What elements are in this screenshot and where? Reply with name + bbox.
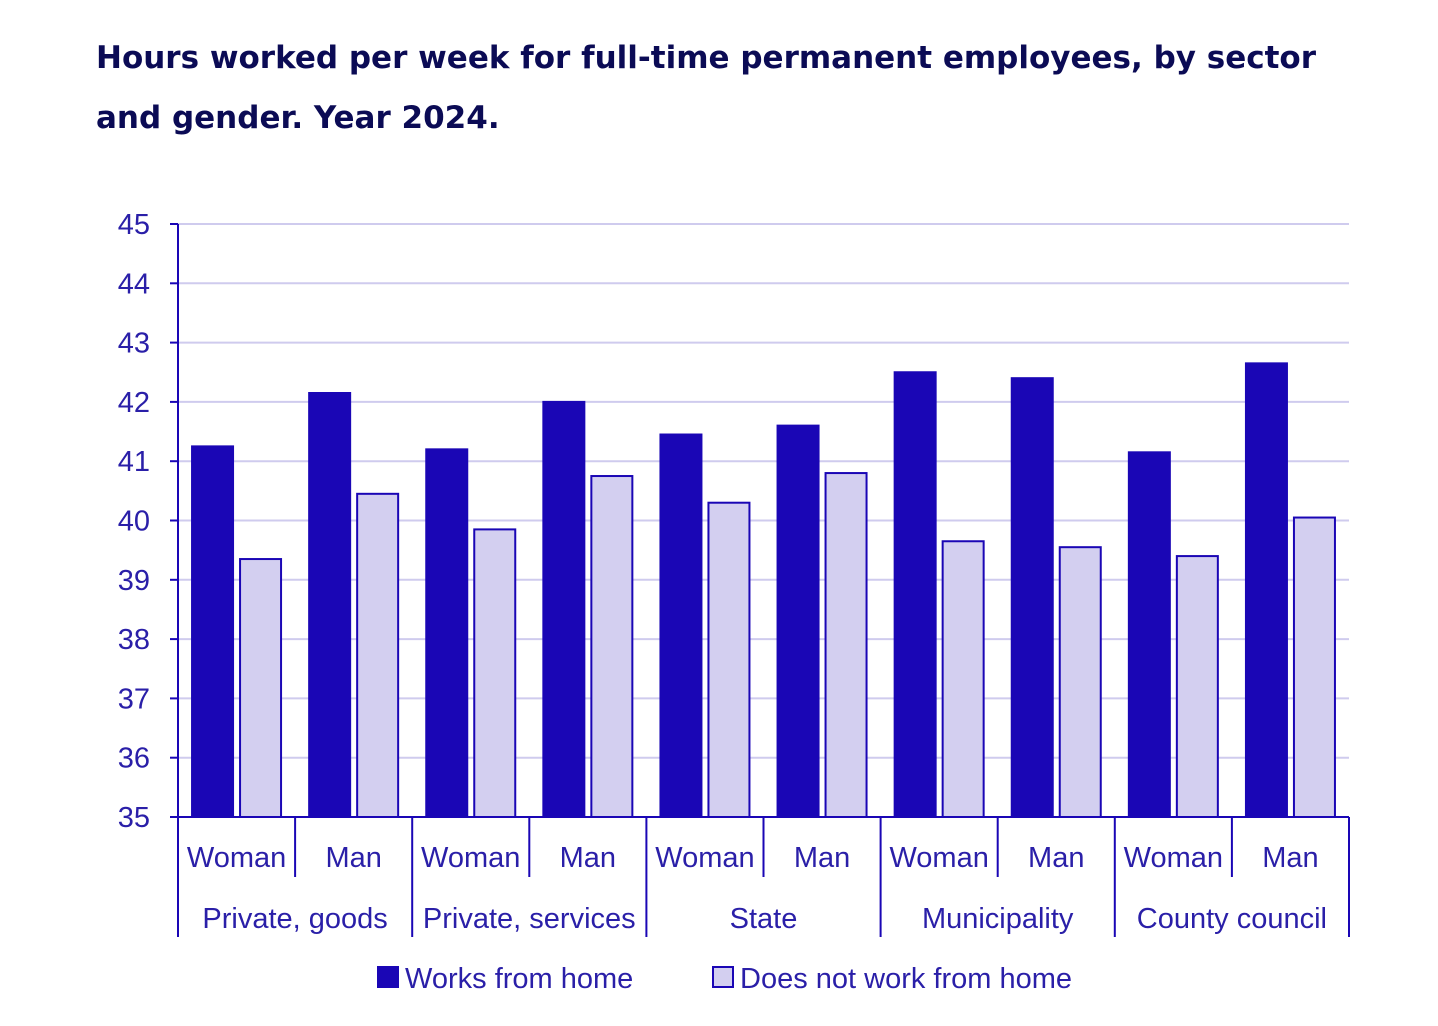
x-subcategory-label: Woman <box>655 842 754 874</box>
y-tick-label: 38 <box>118 624 150 656</box>
gridlines <box>178 223 1349 759</box>
bar-does-not-work-from-home <box>239 558 283 818</box>
x-subcategory-label: Woman <box>421 842 520 874</box>
bar-works-from-home <box>425 448 469 818</box>
legend: Works from home Does not work from home <box>377 963 1072 995</box>
legend-swatch <box>712 966 734 988</box>
x-group-label: Private, services <box>423 903 636 935</box>
y-tick-label: 35 <box>118 802 150 834</box>
y-tick-label: 45 <box>118 209 150 241</box>
y-tick-label: 36 <box>118 743 150 775</box>
axes <box>170 223 1350 937</box>
x-subcategory-label: Man <box>1262 842 1318 874</box>
chart-title: Hours worked per week for full-time perm… <box>96 40 1317 136</box>
x-subcategory-label: Man <box>560 842 616 874</box>
legend-label: Works from home <box>405 963 633 995</box>
x-subcategory-label: Man <box>1028 842 1084 874</box>
bar-does-not-work-from-home <box>590 475 634 818</box>
bar-does-not-work-from-home <box>1058 546 1102 818</box>
bar-works-from-home <box>659 433 703 818</box>
legend-label: Does not work from home <box>740 963 1072 995</box>
bar-works-from-home <box>542 400 586 818</box>
x-subcategory-label: Woman <box>1124 842 1223 874</box>
legend-swatch <box>377 966 399 988</box>
x-subcategory-label: Woman <box>889 842 988 874</box>
x-subcategory-label: Woman <box>187 842 286 874</box>
bar-does-not-work-from-home <box>941 540 985 818</box>
x-subcategory-label: Man <box>325 842 381 874</box>
x-group-label: Private, goods <box>202 903 387 935</box>
bar-does-not-work-from-home <box>356 492 400 818</box>
x-group-label: Municipality <box>922 903 1074 935</box>
y-tick-label: 39 <box>118 565 150 597</box>
bar-works-from-home <box>1127 451 1171 818</box>
bar-works-from-home <box>308 392 352 818</box>
bar-works-from-home <box>191 445 235 818</box>
bars <box>191 362 1336 819</box>
bar-works-from-home <box>1244 362 1288 818</box>
bar-works-from-home <box>893 371 937 818</box>
bar-does-not-work-from-home <box>824 472 868 818</box>
y-tick-label: 37 <box>118 683 150 715</box>
y-tick-label: 40 <box>118 506 150 538</box>
x-group-label: State <box>730 903 798 935</box>
bar-does-not-work-from-home <box>1175 555 1219 819</box>
y-tick-label: 41 <box>118 446 150 478</box>
bar-does-not-work-from-home <box>1292 516 1336 818</box>
x-group-label: County council <box>1137 903 1327 935</box>
x-subcategory-label: Man <box>794 842 850 874</box>
y-tick-label: 43 <box>118 328 150 360</box>
bar-works-from-home <box>1010 377 1054 818</box>
y-tick-label: 44 <box>118 268 150 300</box>
labels: 35 36 37 38 39 40 41 42 43 44 45 Woman Man Woman Man Wo… <box>118 209 1327 935</box>
y-tick-label: 42 <box>118 387 150 419</box>
bar-does-not-work-from-home <box>473 528 517 819</box>
bar-works-from-home <box>776 424 820 818</box>
bar-does-not-work-from-home <box>707 501 751 818</box>
